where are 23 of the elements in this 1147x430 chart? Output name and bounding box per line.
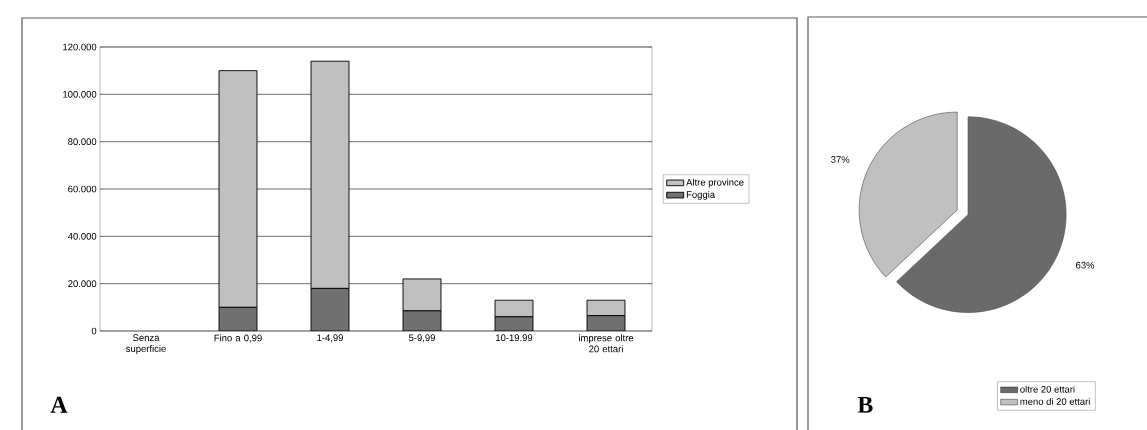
y-tick-label: 100.000: [63, 90, 97, 98]
y-tick-label: 40.000: [67, 232, 97, 240]
x-tick-label: 10-19.99: [496, 334, 533, 342]
x-tick-label: Fino a 0,99: [214, 334, 262, 343]
y-tick-label: 120.000: [63, 43, 97, 51]
bar: [494, 299, 534, 318]
y-tick-label: 80.000: [68, 138, 97, 146]
text: A: [50, 396, 68, 413]
x-tick-label: 5-9,99: [408, 334, 435, 343]
bar: [310, 287, 350, 331]
x-tick-label: Senza superficie: [126, 334, 166, 354]
x-tick-label: 1-4,99: [317, 334, 343, 343]
y-tick-label: 20.000: [68, 280, 97, 288]
y-tick-label: 0: [91, 327, 97, 335]
legend-label: Altre province: [686, 178, 744, 188]
x-tick-label: imprese oltre 20 ettari: [579, 334, 634, 353]
y-tick-label: 60.000: [68, 185, 97, 193]
text: B: [857, 396, 873, 413]
legend-label: oltre 20 ettari: [1020, 385, 1075, 393]
data-label: 63%: [1076, 261, 1095, 269]
data-label: 37%: [831, 156, 850, 163]
legend-label: meno di 20 ettari: [1020, 397, 1090, 405]
legend-label: Foggia: [686, 190, 716, 200]
